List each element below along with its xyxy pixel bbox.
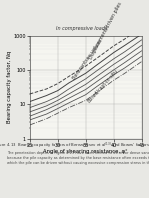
Text: which the pile can be driven without causing excessive compression stress in the: which the pile can be driven without cau…	[7, 161, 149, 165]
Text: because the pile capacity as determined by the base resistance often exceeds the: because the pile capacity as determined …	[7, 156, 149, 160]
Y-axis label: Bearing capacity factor, Nq: Bearing capacity factor, Nq	[7, 51, 12, 123]
Text: Berezantsev values: Berezantsev values	[72, 38, 103, 80]
Text: Displacement/driven piles: Displacement/driven piles	[89, 1, 123, 60]
Text: Figure 4.13  Bearing capacity factors of Berezantsev et al$^{(13)}$ and Bowes' f: Figure 4.13 Bearing capacity factors of …	[0, 141, 149, 151]
Text: Bored/cast-in-situ: Bored/cast-in-situ	[86, 67, 118, 103]
Text: The penetration depths in Figure 4.13 have been limited to 20 m for dense sands.: The penetration depths in Figure 4.13 ha…	[7, 151, 149, 155]
X-axis label: Angle of shearing resistance, φ°: Angle of shearing resistance, φ°	[43, 149, 128, 154]
Text: In compressive loads: In compressive loads	[56, 26, 108, 31]
